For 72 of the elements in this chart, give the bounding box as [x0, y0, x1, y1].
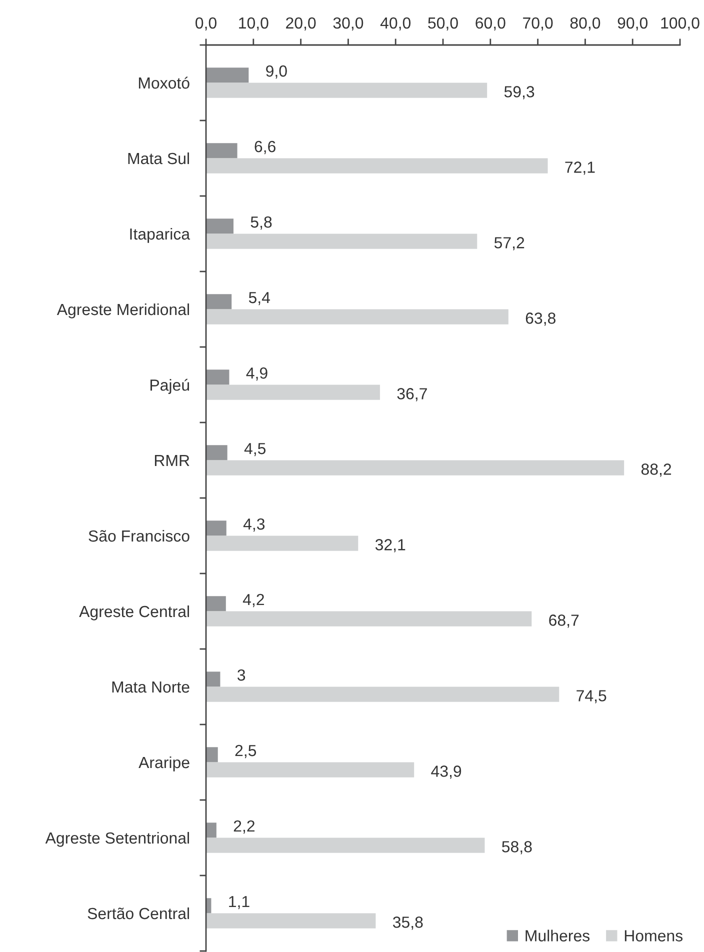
y-tick-label: São Francisco: [88, 530, 190, 542]
bar: [206, 384, 380, 400]
data-label: 36,7: [397, 388, 427, 402]
x-tick-label: 40,0: [380, 17, 411, 31]
bar: [206, 611, 532, 626]
y-tick-label: Agreste Central: [79, 605, 189, 620]
data-label: 43,9: [431, 766, 462, 779]
bar: [206, 672, 220, 687]
bar: [206, 686, 560, 702]
data-label: 5,8: [250, 216, 272, 230]
bar: [206, 218, 234, 234]
data-label: 2,5: [235, 744, 256, 758]
x-tick-label: 30,0: [333, 17, 364, 31]
y-tick-label: Araripe: [138, 756, 190, 772]
x-tick-label: 20,0: [286, 17, 316, 31]
x-tick-label: 80,0: [570, 17, 600, 31]
y-tick-label: RMR: [154, 455, 190, 466]
data-label: 57,2: [494, 237, 524, 250]
bar: [206, 536, 358, 551]
data-label: 4,2: [242, 594, 264, 608]
data-label: 4,9: [246, 367, 268, 381]
bar: [206, 143, 238, 158]
y-tick-label: Agreste Setentrional: [45, 832, 189, 847]
bar: [206, 294, 232, 310]
bar: [206, 822, 216, 838]
bar: [206, 747, 218, 762]
x-tick-label: 0,0: [196, 17, 216, 31]
data-label: 68,7: [549, 614, 579, 628]
data-label: 72,1: [565, 162, 595, 175]
data-label: 88,2: [641, 464, 672, 477]
y-tick-label: Itaparica: [130, 228, 190, 243]
x-tick-label: 60,0: [476, 17, 506, 31]
bar: [206, 460, 624, 476]
bar: [206, 82, 488, 98]
data-label: 35,8: [392, 916, 423, 930]
bar: [206, 838, 485, 853]
bar: [206, 596, 226, 612]
bar: [206, 234, 478, 249]
data-label: 6,6: [254, 140, 276, 154]
data-label: 4,3: [243, 518, 265, 532]
data-label: 3: [237, 669, 246, 681]
y-tick-label: Agreste Meridional: [56, 303, 189, 318]
x-tick-label: 100,0: [661, 17, 700, 31]
y-tick-label: Pajeú: [150, 378, 190, 394]
data-label: 9,0: [266, 65, 287, 79]
y-tick-label: Moxotó: [138, 76, 190, 89]
bar: [206, 309, 508, 324]
data-label: 58,8: [502, 841, 532, 854]
x-tick-label: 70,0: [523, 17, 553, 31]
bar: [206, 158, 548, 174]
x-tick-label: 90,0: [618, 17, 648, 31]
data-label: 5,4: [248, 292, 270, 306]
bar: [206, 370, 230, 385]
bar: [206, 520, 226, 536]
y-tick-label: Sertão Central: [88, 907, 189, 920]
data-label: 63,8: [526, 312, 556, 326]
data-label: 32,1: [375, 539, 406, 552]
data-label: 74,5: [576, 690, 606, 704]
legend-label: Homens: [624, 930, 683, 942]
legend-label: Mulheres: [526, 930, 590, 942]
bar: [206, 445, 228, 460]
data-label: 2,2: [234, 820, 254, 834]
y-tick-label: Mata Sul: [128, 152, 189, 164]
x-tick-label: 10,0: [239, 17, 268, 31]
bar: [206, 913, 376, 928]
x-tick-label: 50,0: [428, 17, 458, 31]
bar: [206, 68, 249, 83]
bar: [206, 762, 414, 778]
data-label: 59,3: [504, 86, 534, 100]
data-label: 1,1: [229, 896, 250, 910]
y-tick-label: Mata Norte: [112, 682, 190, 693]
data-label: 4,5: [244, 443, 266, 456]
